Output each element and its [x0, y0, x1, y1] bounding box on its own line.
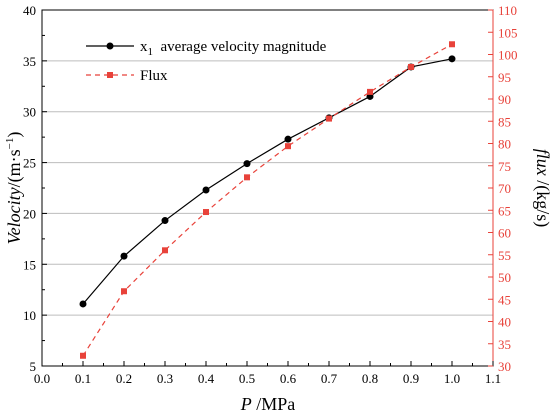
series-line: [82, 43, 453, 357]
y-right-tick-label: 60: [498, 226, 511, 241]
x-tick-label: 0.5: [239, 371, 255, 386]
x-tick-label: 0.7: [321, 371, 338, 386]
legend-label-velocity: x1 average velocity magnitude: [140, 39, 327, 58]
legend-marker-flux: [107, 72, 113, 78]
y-right-tick-label: 85: [498, 114, 511, 129]
y-right-tick-label: 75: [498, 159, 511, 174]
y-left-tick-label: 10: [23, 308, 36, 323]
x-tick-label: 0.2: [116, 371, 132, 386]
data-point: [120, 252, 128, 260]
x-tick-label: 1.0: [444, 371, 460, 386]
y-left-tick-label: 5: [30, 359, 37, 374]
y-right-tick-label: 45: [498, 292, 511, 307]
x-tick-label: 0.0: [34, 371, 50, 386]
x-axis: 0.0 0.1 0.2 0.3 0.4 0.5 0.6 0.7 0.8 0.9 1.0 1.1: [34, 361, 501, 386]
legend-entry-flux: Flux: [86, 68, 168, 84]
data-point: [367, 88, 373, 95]
y-right-tick-label: 50: [498, 270, 511, 285]
y-right-tick-label: 35: [498, 337, 511, 352]
data-point: [408, 63, 414, 70]
data-point: [244, 174, 250, 181]
x-tick-label: 0.6: [280, 371, 297, 386]
data-point: [203, 209, 209, 216]
y-left-tick-label: 40: [23, 3, 36, 18]
x-tick-label: 0.3: [157, 371, 173, 386]
data-point: [80, 352, 86, 359]
data-point: [449, 41, 455, 48]
y-axis-left: 5 10 15 20 25 30 35 40: [23, 3, 47, 374]
grid-lines: [42, 60, 493, 316]
x-tick-label: 0.9: [403, 371, 419, 386]
y-left-tick-label: 25: [23, 156, 36, 171]
series-1: [79, 55, 456, 308]
y-left-tick-label: 35: [23, 54, 36, 69]
y-right-tick-label: 90: [498, 92, 511, 107]
x-tick-label: 0.8: [362, 371, 378, 386]
series-2: [80, 41, 455, 359]
data-point: [161, 217, 169, 225]
legend-label-flux: Flux: [140, 68, 168, 84]
y-right-tick-label: 65: [498, 203, 511, 218]
legend-entry-velocity: x1 average velocity magnitude: [86, 39, 327, 58]
y-right-tick-label: 105: [498, 25, 518, 40]
x-tick-label: 0.4: [198, 371, 215, 386]
data-point: [202, 186, 210, 194]
y-axis-left-title: Velocity/(m·s−1): [4, 132, 25, 245]
y-axis-right-title: flux /(kg/s): [532, 149, 550, 228]
y-left-tick-label: 30: [23, 105, 36, 120]
y-axis-right: 30 35 40 45 50 55 60 65 70 75 80 85 90 95 100 105 110: [488, 3, 518, 374]
legend-marker-velocity: [106, 42, 114, 50]
y-right-tick-label: 110: [498, 3, 517, 18]
y-right-tick-label: 40: [498, 315, 511, 330]
data-point: [285, 143, 291, 150]
x-tick-label: 1.1: [485, 371, 501, 386]
data-point: [326, 115, 332, 122]
data-point: [162, 247, 168, 254]
data-point: [448, 55, 456, 63]
x-axis-title: P /MPa: [240, 394, 296, 414]
data-point: [243, 160, 251, 168]
data-point: [121, 288, 127, 295]
y-left-tick-label: 20: [23, 206, 36, 221]
x-tick-label: 0.1: [75, 371, 91, 386]
y-right-tick-label: 100: [498, 48, 518, 63]
y-right-tick-label: 80: [498, 137, 511, 152]
legend: x1 average velocity magnitude Flux: [86, 39, 327, 84]
y-right-tick-label: 70: [498, 181, 511, 196]
series-line: [82, 58, 453, 305]
series-layer: [79, 41, 456, 359]
y-right-tick-label: 55: [498, 248, 511, 263]
plot-frame: [41, 9, 494, 367]
data-point: [79, 300, 87, 308]
data-point: [284, 135, 292, 143]
y-left-tick-label: 15: [23, 257, 36, 272]
y-right-tick-label: 95: [498, 70, 511, 85]
y-right-tick-label: 30: [498, 359, 511, 374]
